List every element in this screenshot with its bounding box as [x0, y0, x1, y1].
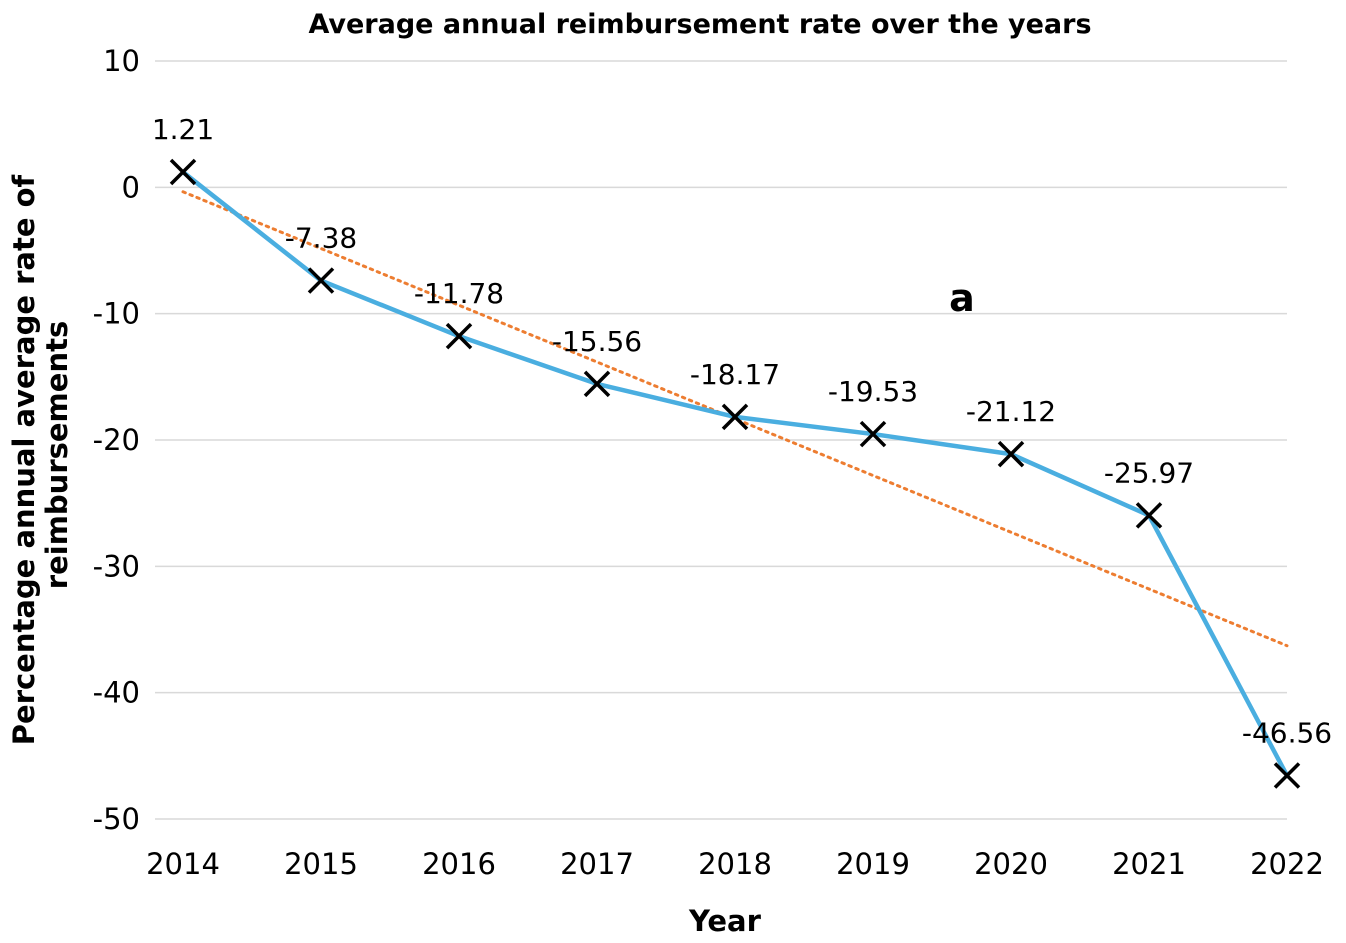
data-point-marker — [445, 322, 473, 350]
trendline — [181, 190, 1289, 648]
x-tick-label: 2019 — [836, 847, 910, 881]
data-labels: 1.21 -7.38 -11.78 -15.56 -18.17 -19.53 -21.12 -… — [152, 113, 1332, 749]
data-label: -18.17 — [690, 358, 780, 391]
gridlines — [155, 60, 1287, 820]
y-tick-label: -30 — [93, 549, 140, 583]
data-point-marker — [1273, 762, 1301, 789]
data-label: -11.78 — [414, 277, 504, 310]
x-tick-label: 2021 — [1112, 847, 1186, 881]
data-label: -19.53 — [828, 375, 918, 408]
y-tick-label: -40 — [93, 676, 140, 710]
data-point-marker — [583, 370, 611, 398]
x-tick-label: 2016 — [422, 847, 496, 881]
y-tick-label: -20 — [93, 423, 140, 457]
x-tick-label: 2015 — [284, 847, 358, 881]
chart-title: Average annual reimbursement rate over t… — [308, 9, 1091, 40]
data-point-marker — [169, 158, 197, 186]
x-axis-title: Year — [688, 904, 762, 938]
x-tick-label: 2014 — [146, 847, 220, 881]
y-axis-title-line-1: Percentage annual average rate of — [7, 174, 41, 745]
x-tick-label: 2017 — [560, 847, 634, 881]
y-tick-label: 0 — [122, 170, 140, 204]
y-tick-label: -10 — [93, 297, 140, 331]
y-tick-label: 10 — [103, 44, 140, 78]
y-tick-label: -50 — [93, 802, 140, 836]
data-label: -21.12 — [966, 395, 1056, 428]
data-markers — [169, 158, 1301, 789]
x-tick-label: 2020 — [974, 847, 1048, 881]
data-label: -46.56 — [1242, 717, 1332, 750]
data-label: 1.21 — [152, 113, 214, 146]
data-label: -15.56 — [552, 325, 642, 358]
data-point-marker — [997, 440, 1025, 468]
data-label: -7.38 — [285, 222, 357, 255]
x-tick-label: 2018 — [698, 847, 772, 881]
panel-annotation: a — [949, 276, 975, 320]
x-axis-ticks: 2014 2015 2016 2017 2018 2019 2020 2021 2022 — [146, 847, 1324, 881]
data-point-marker — [1135, 502, 1163, 529]
data-point-marker — [721, 403, 749, 431]
y-axis-ticks: 10 0 -10 -20 -30 -40 -50 — [93, 44, 140, 836]
data-point-marker — [307, 267, 335, 294]
y-axis-title: Percentage annual average rate of reimbu… — [7, 165, 74, 745]
x-tick-label: 2022 — [1250, 847, 1324, 881]
y-axis-title-line-2: reimbursements — [40, 321, 74, 589]
data-point-marker — [859, 420, 887, 448]
data-label: -25.97 — [1104, 456, 1194, 489]
